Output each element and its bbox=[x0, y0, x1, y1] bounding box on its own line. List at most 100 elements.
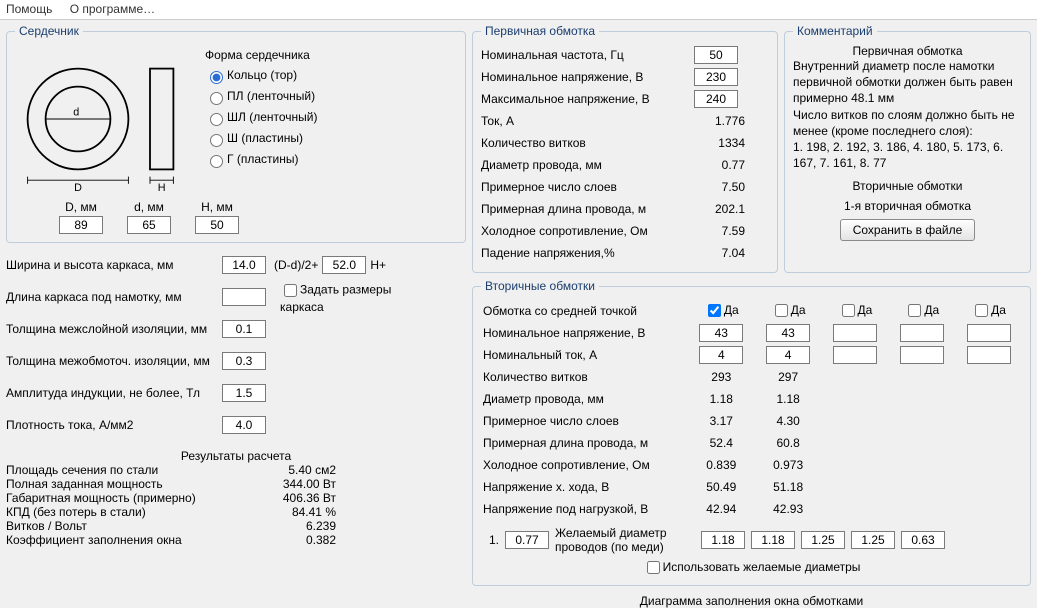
results-list: Площадь сечения по стали5.40 см2Полная з… bbox=[6, 463, 466, 547]
sec-i-1[interactable] bbox=[699, 346, 743, 364]
prim-umax-label: Максимальное напряжение, В bbox=[481, 92, 681, 106]
H-input[interactable] bbox=[195, 216, 239, 234]
custom-frame-checkbox[interactable]: Задать размеры каркаса bbox=[280, 281, 400, 314]
secondary-row: Примерное число слоев3.174.30 bbox=[481, 410, 1022, 432]
midtap-3[interactable]: Да bbox=[838, 303, 873, 317]
wish-1[interactable] bbox=[701, 531, 745, 549]
result-row: Коэффициент заполнения окна0.382 bbox=[6, 533, 466, 547]
dd2-input[interactable] bbox=[322, 256, 366, 274]
svg-text:D: D bbox=[74, 182, 82, 194]
secondary-row: Количество витков293297 bbox=[481, 366, 1022, 388]
prim-freq-input[interactable] bbox=[694, 46, 738, 64]
menu-help[interactable]: Помощь bbox=[6, 2, 52, 16]
primary-row: Ток, А1.776 bbox=[481, 110, 769, 132]
sec-u-1[interactable] bbox=[699, 324, 743, 342]
result-row: Площадь сечения по стали5.40 см2 bbox=[6, 463, 466, 477]
wish-4[interactable] bbox=[851, 531, 895, 549]
b-label: Амплитуда индукции, не более, Тл bbox=[6, 386, 220, 400]
sec-u-2[interactable] bbox=[766, 324, 810, 342]
sec-u-3[interactable] bbox=[833, 324, 877, 342]
svg-text:H: H bbox=[158, 182, 166, 194]
wish-3[interactable] bbox=[801, 531, 845, 549]
midtap-5[interactable]: Да bbox=[971, 303, 1006, 317]
sec-i-5[interactable] bbox=[967, 346, 1011, 364]
sec-u-5[interactable] bbox=[967, 324, 1011, 342]
wish-2[interactable] bbox=[751, 531, 795, 549]
shape-radio-group: Кольцо (тор) ПЛ (ленточный) ШЛ (ленточны… bbox=[205, 68, 317, 168]
secondary-row: Напряжение под нагрузкой, В42.9442.93 bbox=[481, 498, 1022, 520]
radio-shl[interactable]: ШЛ (ленточный) bbox=[205, 110, 317, 126]
radio-g[interactable]: Г (пластины) bbox=[205, 152, 317, 168]
wish-num: 1. bbox=[481, 533, 499, 547]
comment-sec-title: Вторичные обмотки bbox=[793, 179, 1022, 193]
secondary-row: Холодное сопротивление, Ом0.8390.973 bbox=[481, 454, 1022, 476]
shape-label: Форма сердечника bbox=[205, 48, 317, 62]
core-legend: Сердечник bbox=[15, 24, 83, 38]
j-input[interactable] bbox=[222, 416, 266, 434]
D-input[interactable] bbox=[59, 216, 103, 234]
comment-body1: Внутренний диаметр после намотки первичн… bbox=[793, 58, 1022, 107]
comment-body2: Число витков по слоям должно быть не мен… bbox=[793, 107, 1022, 139]
prim-umax-input[interactable] bbox=[694, 90, 738, 108]
core-group: Сердечник d D H bbox=[6, 24, 466, 243]
radio-ring[interactable]: Кольцо (тор) bbox=[205, 68, 317, 84]
comment-legend: Комментарий bbox=[793, 24, 877, 38]
sec-i-2[interactable] bbox=[766, 346, 810, 364]
H-label: H, мм bbox=[195, 200, 239, 214]
radio-sh[interactable]: Ш (пластины) bbox=[205, 131, 317, 147]
wish-cur[interactable] bbox=[505, 531, 549, 549]
hplus-label: H+ bbox=[370, 258, 386, 272]
frame-wh-label: Ширина и высота каркаса, мм bbox=[6, 258, 220, 272]
primary-row: Количество витков1334 bbox=[481, 132, 769, 154]
j-label: Плотность тока, А/мм2 bbox=[6, 418, 220, 432]
radio-pl[interactable]: ПЛ (ленточный) bbox=[205, 89, 317, 105]
result-row: Полная заданная мощность344.00 Вт bbox=[6, 477, 466, 491]
prim-unom-input[interactable] bbox=[694, 68, 738, 86]
t1-label: Толщина межслойной изоляции, мм bbox=[6, 322, 220, 336]
midtap-label: Обмотка со средней точкой bbox=[481, 299, 688, 322]
sec-u-4[interactable] bbox=[900, 324, 944, 342]
dd2-label: (D-d)/2+ bbox=[274, 258, 318, 272]
menubar: Помощь О программе… bbox=[0, 0, 1037, 20]
secondary-row: Диаметр провода, мм1.181.18 bbox=[481, 388, 1022, 410]
secondary-legend: Вторичные обмотки bbox=[481, 279, 599, 293]
result-row: КПД (без потерь в стали)84.41 % bbox=[6, 505, 466, 519]
primary-row: Примерная длина провода, м202.1 bbox=[481, 198, 769, 220]
comment-group: Комментарий Первичная обмотка Внутренний… bbox=[784, 24, 1031, 273]
d-label: d, мм bbox=[127, 200, 171, 214]
frame-len-label: Длина каркаса под намотку, мм bbox=[6, 290, 220, 304]
t2-input[interactable] bbox=[222, 352, 266, 370]
wish-label: Желаемый диаметр проводов (по меди) bbox=[555, 526, 695, 554]
svg-text:d: d bbox=[73, 106, 79, 118]
sec-i-3[interactable] bbox=[833, 346, 877, 364]
secondary-row: Напряжение х. хода, В50.4951.18 bbox=[481, 476, 1022, 498]
primary-row: Холодное сопротивление, Ом7.59 bbox=[481, 220, 769, 242]
use-wish-checkbox[interactable]: Использовать желаемые диаметры bbox=[643, 560, 861, 574]
sec-i-4[interactable] bbox=[900, 346, 944, 364]
midtap-1[interactable]: Да bbox=[704, 303, 739, 317]
menu-about[interactable]: О программе… bbox=[70, 2, 155, 16]
prim-freq-label: Номинальная частота, Гц bbox=[481, 48, 681, 62]
core-diagram: d D H bbox=[15, 44, 195, 194]
save-button[interactable]: Сохранить в файле bbox=[840, 219, 976, 241]
comment-sec-sub: 1-я вторичная обмотка bbox=[793, 199, 1022, 213]
midtap-4[interactable]: Да bbox=[904, 303, 939, 317]
t1-input[interactable] bbox=[222, 320, 266, 338]
b-input[interactable] bbox=[222, 384, 266, 402]
midtap-2[interactable]: Да bbox=[771, 303, 806, 317]
result-row: Витков / Вольт6.239 bbox=[6, 519, 466, 533]
comment-title: Первичная обмотка bbox=[793, 44, 1022, 58]
primary-legend: Первичная обмотка bbox=[481, 24, 599, 38]
result-row: Габаритная мощность (примерно)406.36 Вт bbox=[6, 491, 466, 505]
d-input[interactable] bbox=[127, 216, 171, 234]
sec-inom-label: Номинальный ток, А bbox=[481, 344, 688, 366]
t2-label: Толщина межобмоточ. изоляции, мм bbox=[6, 354, 220, 368]
secondary-row: Примерная длина провода, м52.460.8 bbox=[481, 432, 1022, 454]
primary-row: Примерное число слоев7.50 bbox=[481, 176, 769, 198]
wish-5[interactable] bbox=[901, 531, 945, 549]
primary-row: Диаметр провода, мм0.77 bbox=[481, 154, 769, 176]
frame-wh-input[interactable] bbox=[222, 256, 266, 274]
frame-len-input[interactable] bbox=[222, 288, 266, 306]
footer-caption: Диаграмма заполнения окна обмотками bbox=[472, 594, 1031, 608]
comment-body3: 1. 198, 2. 192, 3. 186, 4. 180, 5. 173, … bbox=[793, 139, 1022, 171]
